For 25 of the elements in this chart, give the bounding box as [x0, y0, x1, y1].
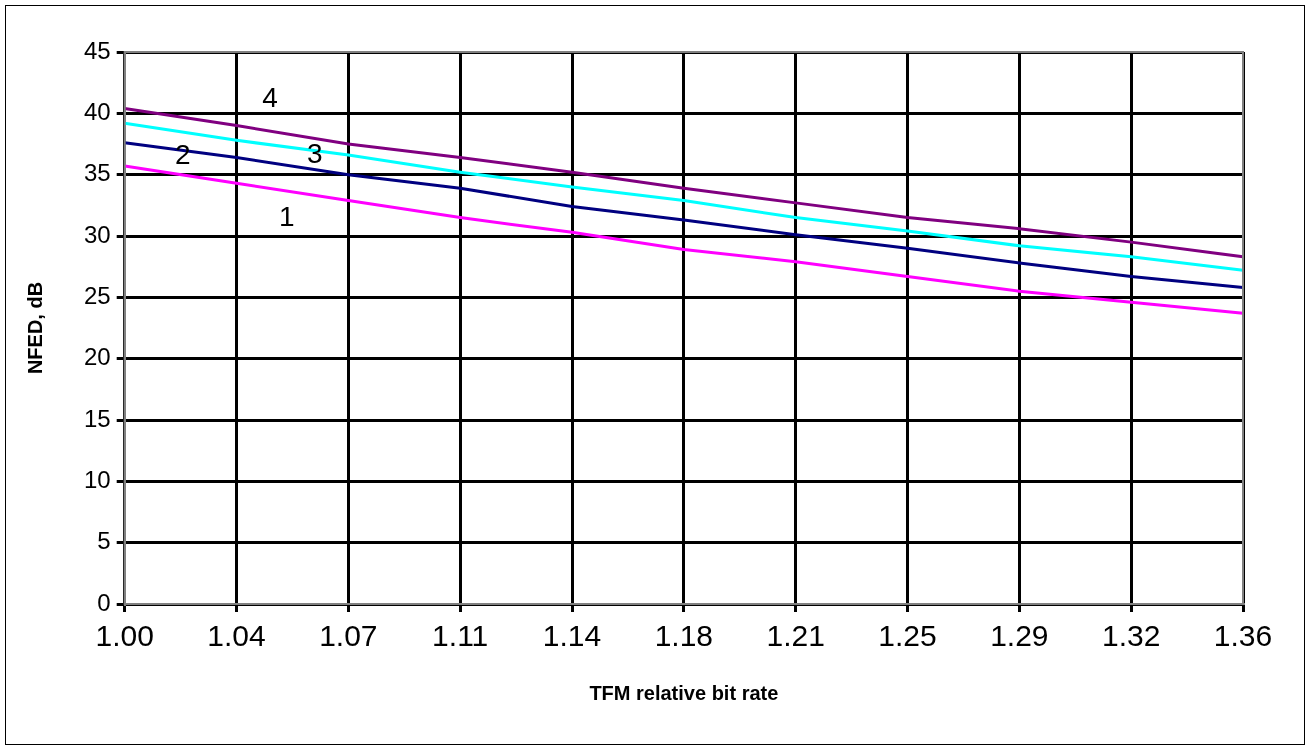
x-tick-label: 1.07	[319, 619, 378, 653]
y-tick-label: 40	[83, 97, 111, 125]
y-tick-label: 45	[83, 36, 111, 64]
series-label: 4	[262, 81, 278, 113]
x-tick-label: 1.32	[1101, 619, 1161, 653]
x-tick-label: 1.04	[207, 619, 266, 653]
y-tick-label: 35	[83, 159, 111, 187]
y-axis-title: NFED, dB	[23, 281, 46, 375]
y-tick-label: 5	[97, 527, 111, 555]
y-tick-label: 30	[83, 220, 111, 248]
x-tick-label: 1.36	[1213, 619, 1273, 653]
x-tick-label: 1.00	[95, 619, 154, 653]
x-tick-label: 1.25	[878, 619, 937, 653]
y-tick-label: 10	[83, 465, 111, 493]
y-tick-label: 0	[97, 588, 111, 616]
x-axis-title: TFM relative bit rate	[589, 681, 779, 704]
x-tick-label: 1.18	[654, 619, 714, 653]
x-tick-label: 1.14	[542, 619, 602, 653]
x-tick-label: 1.11	[432, 619, 489, 653]
x-tick-label: 1.29	[990, 619, 1049, 653]
y-tick-label: 25	[83, 281, 111, 309]
series-label: 1	[279, 200, 295, 232]
x-tick-label: 1.21	[766, 619, 825, 653]
y-tick-label: 20	[83, 343, 111, 371]
y-tick-label: 15	[83, 404, 111, 432]
